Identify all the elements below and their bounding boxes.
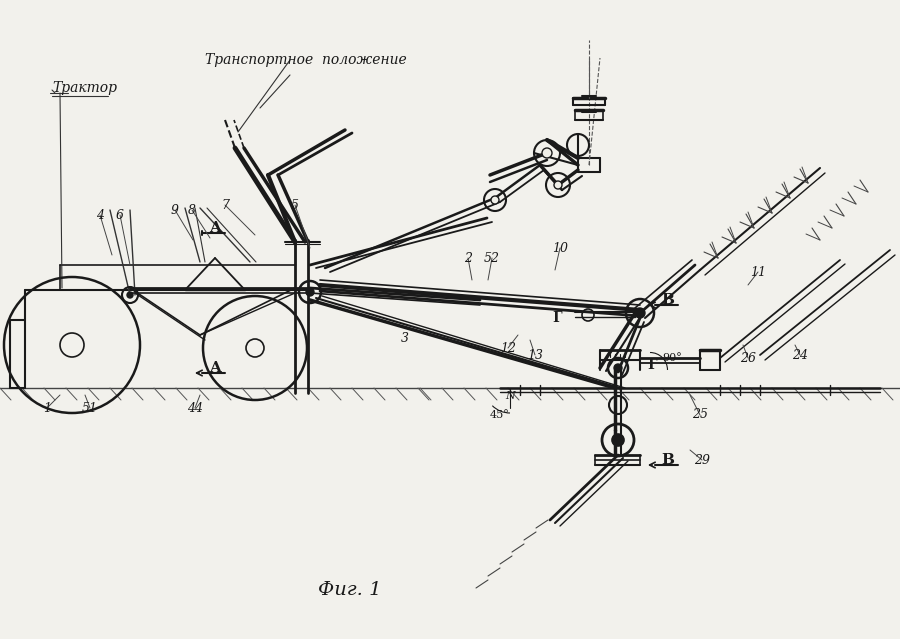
Circle shape [614, 364, 622, 372]
Text: N: N [505, 391, 515, 401]
Text: 12: 12 [500, 341, 516, 355]
Text: 29: 29 [694, 454, 710, 466]
Circle shape [127, 292, 133, 298]
Text: 13: 13 [527, 348, 543, 362]
Text: A: A [209, 221, 220, 235]
Text: Транспортное  положение: Транспортное положение [205, 53, 407, 67]
Text: 11: 11 [750, 265, 766, 279]
Text: 2: 2 [464, 252, 472, 265]
Text: 3: 3 [401, 332, 409, 344]
Text: B: B [662, 293, 674, 307]
Text: Г: Г [553, 311, 562, 325]
Text: 10: 10 [552, 242, 568, 254]
Text: 25: 25 [692, 408, 708, 422]
Circle shape [635, 308, 645, 318]
Text: 6: 6 [116, 208, 124, 222]
Text: 51: 51 [82, 401, 98, 415]
Circle shape [306, 288, 314, 296]
Text: 9: 9 [171, 203, 179, 217]
Text: 7: 7 [221, 199, 229, 212]
Text: 8: 8 [188, 203, 196, 217]
Text: 45°: 45° [491, 410, 510, 420]
Text: Г: Г [647, 358, 657, 372]
Text: A: A [209, 361, 220, 375]
Circle shape [491, 196, 499, 204]
Circle shape [612, 434, 624, 446]
Text: Фиг. 1: Фиг. 1 [319, 581, 382, 599]
Circle shape [554, 181, 562, 189]
Text: Трактор: Трактор [52, 81, 117, 95]
Text: 4: 4 [96, 208, 104, 222]
Text: 90°: 90° [662, 353, 682, 363]
Text: 1: 1 [43, 401, 51, 415]
Circle shape [542, 148, 552, 158]
Text: 26: 26 [740, 351, 756, 364]
Text: B: B [662, 453, 674, 467]
Text: 52: 52 [484, 252, 500, 265]
Text: 44: 44 [187, 401, 203, 415]
Text: 24: 24 [792, 348, 808, 362]
Text: 5: 5 [291, 199, 299, 212]
